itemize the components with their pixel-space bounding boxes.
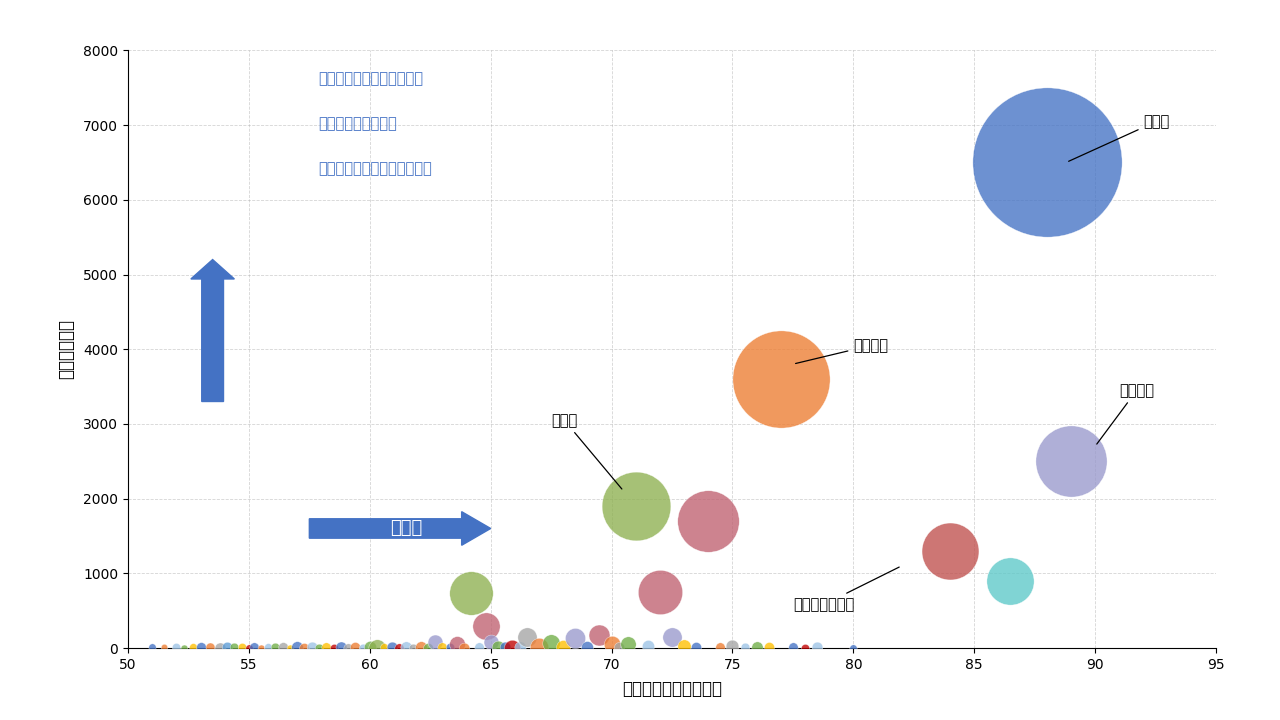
Point xyxy=(1037,157,1057,168)
FancyArrow shape xyxy=(191,260,234,402)
Point xyxy=(637,640,658,652)
Point xyxy=(940,545,960,557)
Point xyxy=(251,642,271,653)
Text: 総合力: 総合力 xyxy=(228,327,260,345)
Point xyxy=(698,516,718,527)
Point xyxy=(650,586,671,598)
Point xyxy=(806,642,827,653)
Point xyxy=(771,373,791,384)
Point xyxy=(396,642,416,653)
Point xyxy=(447,638,467,649)
Point xyxy=(461,588,481,599)
Point xyxy=(374,642,394,653)
Text: クボタ: クボタ xyxy=(552,413,622,489)
Point xyxy=(316,642,337,653)
Point xyxy=(232,642,252,653)
Point xyxy=(782,642,803,653)
Point xyxy=(154,642,174,653)
Text: コマツ: コマツ xyxy=(1069,114,1170,161)
Point xyxy=(183,641,204,652)
Point xyxy=(200,642,220,653)
Point xyxy=(673,640,694,652)
Point xyxy=(403,642,424,653)
Point xyxy=(308,642,329,653)
FancyArrow shape xyxy=(310,512,490,545)
Point xyxy=(302,642,323,653)
Point xyxy=(759,642,780,653)
Point xyxy=(517,631,538,642)
Point xyxy=(330,642,351,653)
Point xyxy=(265,642,285,653)
Point xyxy=(746,641,767,652)
Point xyxy=(577,642,598,653)
Point xyxy=(142,642,163,653)
Point xyxy=(324,642,344,653)
Point xyxy=(626,500,646,512)
Point xyxy=(476,620,497,631)
Point xyxy=(509,642,530,653)
Point xyxy=(216,642,237,653)
Text: 個別力: 個別力 xyxy=(390,520,422,537)
Point xyxy=(480,636,500,648)
Text: 縦軸：権利者スコア: 縦軸：権利者スコア xyxy=(319,116,397,131)
Point xyxy=(210,642,230,653)
Point xyxy=(259,642,279,653)
Point xyxy=(280,642,301,653)
Point xyxy=(589,629,609,640)
Point xyxy=(710,642,731,653)
Point xyxy=(238,642,259,653)
Point xyxy=(166,642,187,653)
Point xyxy=(735,642,755,653)
Text: 住友建機: 住友建機 xyxy=(1097,383,1155,444)
Point xyxy=(468,642,489,653)
Point xyxy=(662,631,682,642)
Text: 日立建機: 日立建機 xyxy=(796,338,888,364)
Point xyxy=(553,642,573,653)
Point xyxy=(273,642,293,653)
Point xyxy=(564,633,585,644)
Point xyxy=(425,636,445,648)
Point xyxy=(454,642,475,653)
Point xyxy=(722,640,742,652)
Point xyxy=(502,642,522,653)
Text: 円の大きさ：有効特許件数: 円の大きさ：有効特許件数 xyxy=(319,71,424,86)
Point xyxy=(541,637,562,649)
Point xyxy=(191,642,211,653)
Point xyxy=(389,642,410,653)
Point xyxy=(294,642,315,653)
Point xyxy=(495,642,516,653)
Point xyxy=(433,642,453,653)
Point xyxy=(686,642,707,653)
Point xyxy=(602,639,622,650)
Point xyxy=(795,642,815,653)
Text: 住友重機械工業: 住友重機械工業 xyxy=(792,567,900,612)
Point xyxy=(287,642,307,653)
Point xyxy=(608,642,628,653)
Point xyxy=(173,642,193,653)
Point xyxy=(529,641,549,652)
Point xyxy=(381,642,402,653)
Point xyxy=(618,638,639,649)
Point xyxy=(346,642,366,653)
Point xyxy=(338,642,358,653)
Point xyxy=(488,642,508,653)
Point xyxy=(1061,456,1082,467)
Point xyxy=(360,642,380,653)
Y-axis label: 権利者スコア: 権利者スコア xyxy=(56,319,74,379)
X-axis label: パテントスコア最高値: パテントスコア最高値 xyxy=(622,680,722,698)
Point xyxy=(1000,575,1020,587)
Point xyxy=(352,642,372,653)
Point xyxy=(224,642,244,653)
Point xyxy=(439,642,460,653)
Point xyxy=(844,642,864,653)
Text: 横軸：パテントスコア最高値: 横軸：パテントスコア最高値 xyxy=(319,161,433,176)
Point xyxy=(367,642,388,653)
Point xyxy=(417,642,438,653)
Point xyxy=(243,642,264,653)
Point xyxy=(411,642,431,653)
